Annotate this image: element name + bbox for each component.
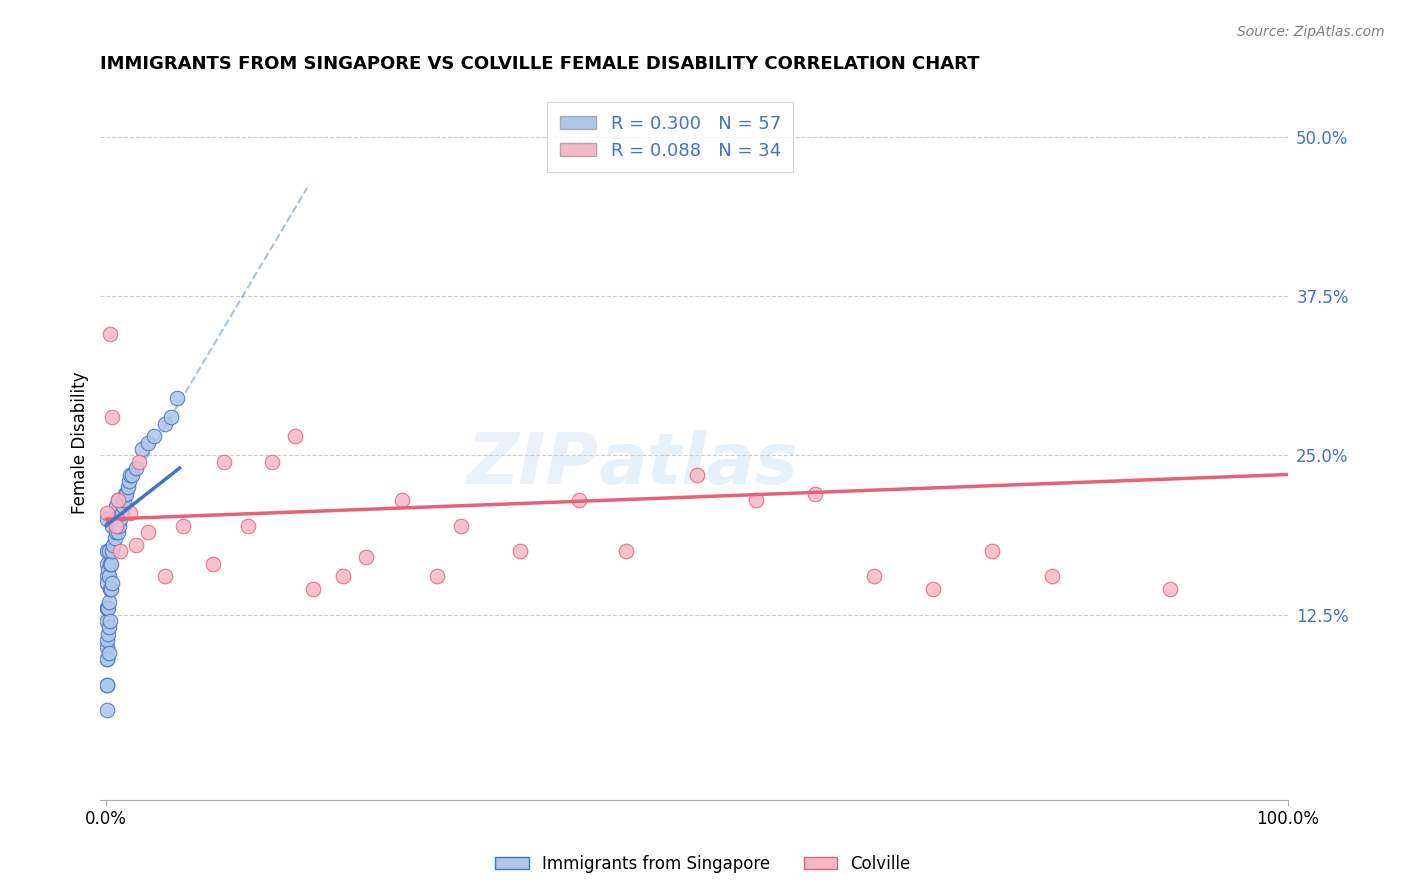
Point	[97, 620, 120, 634]
Point	[391, 493, 413, 508]
Point	[110, 544, 132, 558]
Point	[136, 435, 159, 450]
Point	[981, 544, 1004, 558]
Point	[136, 524, 159, 539]
Point	[111, 506, 134, 520]
Point	[117, 480, 139, 494]
Point	[101, 518, 124, 533]
Point	[96, 640, 118, 654]
Point	[121, 467, 143, 482]
Point	[98, 614, 121, 628]
Point	[103, 531, 125, 545]
Point	[332, 569, 354, 583]
Point	[105, 518, 128, 533]
Point	[96, 544, 118, 558]
Point	[96, 512, 118, 526]
Point	[98, 582, 121, 597]
Point	[101, 410, 124, 425]
Point	[96, 652, 118, 666]
Point	[97, 646, 120, 660]
Text: IMMIGRANTS FROM SINGAPORE VS COLVILLE FEMALE DISABILITY CORRELATION CHART: IMMIGRANTS FROM SINGAPORE VS COLVILLE FE…	[100, 55, 980, 73]
Point	[160, 410, 183, 425]
Text: ZIP: ZIP	[467, 430, 599, 499]
Point	[103, 538, 125, 552]
Point	[201, 557, 224, 571]
Point	[118, 474, 141, 488]
Point	[107, 524, 129, 539]
Point	[118, 506, 141, 520]
Point	[97, 627, 120, 641]
Point	[568, 493, 591, 508]
Point	[96, 652, 118, 666]
Point	[804, 486, 827, 500]
Point	[284, 429, 307, 443]
Point	[96, 614, 118, 628]
Legend: Immigrants from Singapore, Colville: Immigrants from Singapore, Colville	[489, 848, 917, 880]
Point	[260, 455, 283, 469]
Point	[450, 518, 472, 533]
Point	[112, 493, 135, 508]
Point	[509, 544, 531, 558]
Point	[125, 461, 148, 475]
Point	[686, 467, 709, 482]
Point	[1040, 569, 1063, 583]
Point	[98, 557, 121, 571]
Point	[107, 493, 129, 508]
Point	[354, 550, 377, 565]
Point	[96, 557, 118, 571]
Point	[97, 601, 120, 615]
Point	[107, 493, 129, 508]
Point	[103, 512, 125, 526]
Point	[100, 557, 122, 571]
Point	[96, 569, 118, 583]
Point	[155, 417, 177, 431]
Point	[745, 493, 768, 508]
Point	[922, 582, 945, 597]
Point	[131, 442, 153, 456]
Point	[118, 467, 141, 482]
Point	[114, 486, 136, 500]
Point	[101, 544, 124, 558]
Point	[100, 582, 122, 597]
Point	[125, 538, 148, 552]
Point	[96, 703, 118, 717]
Point	[101, 575, 124, 590]
Point	[98, 327, 121, 342]
Point	[115, 486, 138, 500]
Point	[1159, 582, 1181, 597]
Point	[110, 512, 132, 526]
Point	[111, 500, 134, 514]
Point	[97, 569, 120, 583]
Point	[97, 595, 120, 609]
Point	[96, 601, 118, 615]
Point	[96, 633, 118, 648]
Y-axis label: Female Disability: Female Disability	[72, 371, 89, 514]
Point	[155, 569, 177, 583]
Point	[104, 518, 127, 533]
Point	[96, 601, 118, 615]
Point	[96, 678, 118, 692]
Point	[104, 500, 127, 514]
Point	[96, 575, 118, 590]
Point	[97, 544, 120, 558]
Point	[142, 429, 165, 443]
Point	[108, 518, 131, 533]
Point	[96, 678, 118, 692]
Point	[97, 563, 120, 577]
Point	[236, 518, 259, 533]
Point	[172, 518, 194, 533]
Text: Source: ZipAtlas.com: Source: ZipAtlas.com	[1237, 25, 1385, 39]
Point	[302, 582, 325, 597]
Point	[128, 455, 150, 469]
Point	[214, 455, 236, 469]
Text: atlas: atlas	[599, 430, 799, 499]
Point	[426, 569, 449, 583]
Point	[166, 391, 188, 405]
Legend: R = 0.300   N = 57, R = 0.088   N = 34: R = 0.300 N = 57, R = 0.088 N = 34	[547, 102, 793, 172]
Point	[614, 544, 637, 558]
Point	[104, 524, 127, 539]
Point	[96, 506, 118, 520]
Point	[863, 569, 886, 583]
